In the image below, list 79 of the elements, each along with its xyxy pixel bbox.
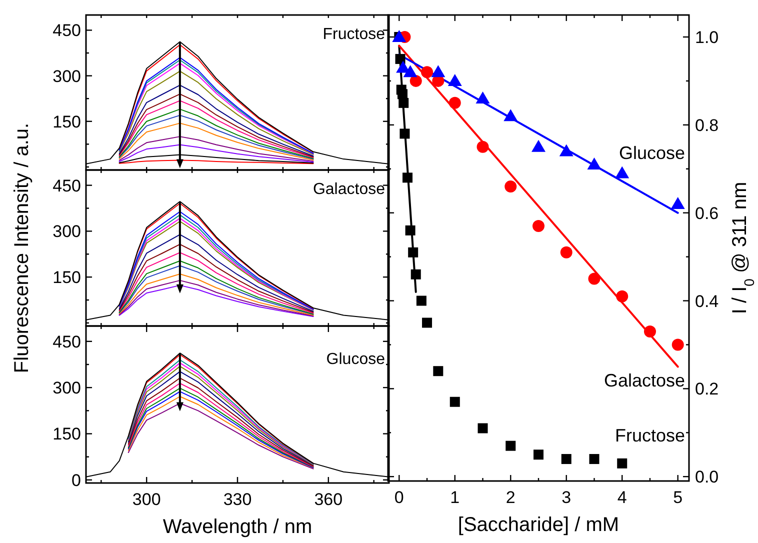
series-label: Galactose bbox=[604, 370, 685, 391]
point bbox=[506, 440, 516, 451]
point bbox=[587, 157, 602, 170]
y-tick-label: 1.0 bbox=[695, 28, 719, 47]
line-series bbox=[118, 122, 314, 160]
line-series bbox=[118, 136, 314, 162]
point bbox=[672, 338, 684, 351]
y-tick-label: 450 bbox=[52, 332, 81, 352]
series-label: Fructose bbox=[614, 425, 685, 446]
y-axis-title: Fluorescence Intensity / a.u. bbox=[11, 122, 33, 374]
point bbox=[670, 197, 685, 210]
y-tick-label: 450 bbox=[52, 176, 81, 196]
point bbox=[615, 166, 630, 178]
point bbox=[617, 458, 628, 468]
point bbox=[534, 450, 544, 460]
x-axis-title: [Saccharide] / mM bbox=[458, 514, 620, 536]
point bbox=[589, 454, 600, 464]
x-tick-label: 5 bbox=[673, 488, 683, 507]
x-tick-label: 300 bbox=[132, 490, 161, 509]
point bbox=[405, 225, 416, 236]
line-series bbox=[118, 144, 314, 163]
y-tick-label: 300 bbox=[52, 378, 81, 398]
y-tick-label: 0 bbox=[72, 470, 81, 490]
y-tick-label: 0.6 bbox=[695, 204, 719, 223]
x-tick-label: 360 bbox=[314, 490, 343, 509]
point bbox=[476, 140, 489, 153]
y-tick-label: 150 bbox=[52, 424, 81, 444]
point bbox=[433, 366, 444, 376]
point bbox=[448, 96, 461, 109]
series-label: Glucose bbox=[618, 143, 685, 164]
point bbox=[403, 65, 418, 78]
point bbox=[400, 128, 410, 139]
y-tick-label: 450 bbox=[52, 21, 81, 40]
y-tick-label: 300 bbox=[52, 222, 81, 242]
point bbox=[532, 220, 544, 232]
x-tick-label: 2 bbox=[506, 488, 516, 507]
point bbox=[478, 423, 488, 434]
y-tick-label: 0.8 bbox=[695, 116, 719, 135]
x-tick-label: 1 bbox=[450, 488, 460, 507]
y-tick-label: 300 bbox=[52, 66, 81, 86]
point bbox=[561, 454, 572, 464]
y-tick-label: 150 bbox=[52, 112, 81, 132]
y-tick-label: 0.4 bbox=[695, 292, 719, 311]
x-tick-label: 0 bbox=[394, 488, 404, 507]
point bbox=[410, 269, 421, 280]
y-tick-label: 150 bbox=[52, 268, 81, 288]
point bbox=[644, 326, 656, 338]
y-tick-label: 0.0 bbox=[695, 468, 719, 487]
point bbox=[408, 247, 418, 258]
point bbox=[410, 74, 422, 87]
point bbox=[450, 396, 460, 407]
line-series bbox=[118, 274, 314, 316]
line-series bbox=[118, 284, 314, 318]
point bbox=[422, 318, 432, 328]
point bbox=[559, 144, 574, 156]
point bbox=[421, 66, 434, 78]
line-series bbox=[118, 154, 314, 164]
y-tick-label: 0.2 bbox=[695, 380, 719, 399]
point bbox=[560, 246, 572, 258]
annotation: Fructose bbox=[322, 26, 386, 43]
x-tick-label: 3 bbox=[562, 488, 572, 507]
x-axis-title: Wavelength / nm bbox=[162, 516, 312, 538]
point bbox=[504, 180, 517, 192]
annotation: Glucose bbox=[326, 351, 386, 368]
point bbox=[476, 92, 490, 104]
x-tick-label: 330 bbox=[223, 490, 252, 509]
point bbox=[431, 65, 446, 78]
point bbox=[532, 140, 546, 152]
point bbox=[395, 54, 406, 64]
point bbox=[416, 296, 426, 306]
point bbox=[402, 172, 413, 183]
point bbox=[588, 272, 600, 285]
point bbox=[448, 74, 462, 86]
point bbox=[398, 98, 409, 108]
x-tick-label: 4 bbox=[617, 488, 627, 507]
point bbox=[616, 290, 628, 302]
annotation: Galactose bbox=[312, 181, 386, 198]
line-series bbox=[118, 280, 314, 316]
point bbox=[504, 109, 518, 122]
